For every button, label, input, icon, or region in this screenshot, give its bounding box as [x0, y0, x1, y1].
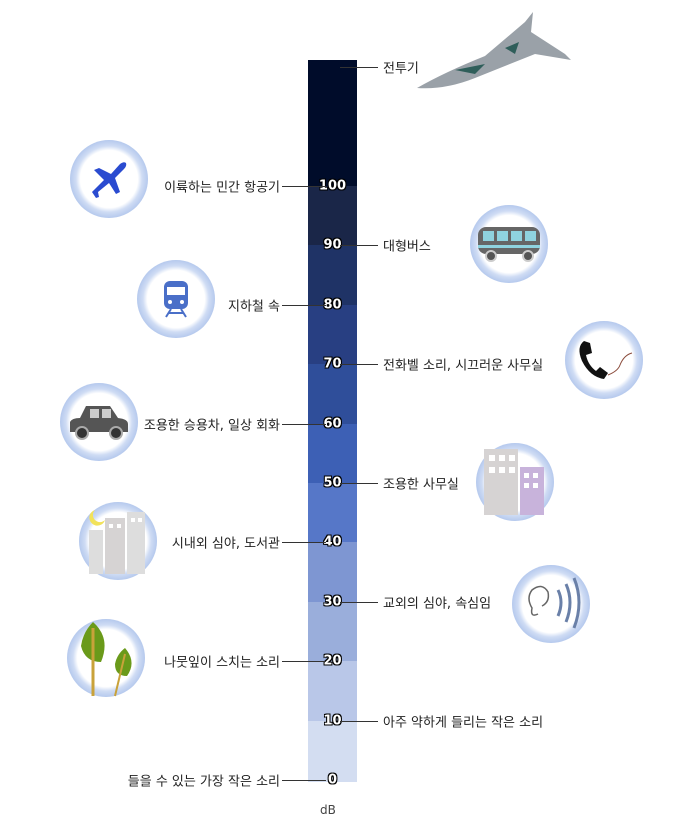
tick-label: 10 — [323, 713, 342, 729]
sound-source-label: 아주 약하게 들리는 작은 소리 — [383, 715, 544, 731]
leader-line — [340, 67, 378, 69]
tick-label: 100 — [318, 178, 347, 194]
scale-band — [308, 661, 357, 721]
telephone-icon — [565, 321, 643, 399]
sound-source-label: 시내외 심야, 도서관 — [171, 536, 280, 552]
scale-band — [308, 60, 357, 186]
leader-line — [282, 542, 326, 544]
tick-label: 30 — [323, 594, 342, 610]
sound-source-label: 전투기 — [383, 61, 419, 77]
scale-band — [308, 720, 357, 782]
scale-band — [308, 423, 357, 483]
scale-band — [308, 601, 357, 662]
scale-band — [308, 304, 357, 365]
bus-icon — [470, 205, 548, 283]
sound-source-label: 교외의 심야, 속심임 — [383, 596, 492, 612]
leader-line — [282, 186, 326, 187]
tick-label: 0 — [327, 772, 338, 788]
tick-label: 50 — [323, 475, 342, 491]
leader-line — [282, 304, 326, 306]
subway-train-icon — [137, 260, 215, 338]
leader-line — [282, 423, 326, 425]
leader-line — [282, 661, 326, 663]
leader-line — [340, 601, 378, 603]
office-building-icon — [476, 443, 554, 521]
scale-band — [308, 364, 357, 424]
leader-line — [340, 483, 378, 484]
tick-label: 60 — [323, 416, 342, 432]
airplane-icon — [70, 140, 148, 218]
sound-source-label: 이륙하는 민간 항공기 — [164, 180, 280, 196]
scale-band — [308, 245, 357, 305]
ear-icon — [512, 565, 590, 643]
tick-label: 90 — [323, 237, 342, 253]
scale-band — [308, 542, 357, 602]
fighter-jet-icon — [415, 8, 575, 98]
tick-label: 80 — [323, 297, 342, 313]
scale-band — [308, 186, 357, 246]
sound-source-label: 지하철 속 — [228, 299, 280, 315]
decibel-scale-bar — [308, 60, 357, 782]
sound-source-label: 조용한 승용차, 일상 회화 — [143, 418, 280, 434]
sound-source-label: 전화벨 소리, 시끄러운 사무실 — [383, 358, 544, 374]
leader-line — [282, 780, 326, 781]
night-city-icon — [79, 502, 157, 580]
leader-line — [340, 364, 378, 366]
leader-line — [340, 245, 378, 247]
sound-source-label: 들을 수 있는 가장 작은 소리 — [127, 774, 280, 790]
tick-label: 70 — [323, 356, 342, 372]
leaves-icon — [67, 619, 145, 697]
tick-label: 40 — [323, 534, 342, 550]
tick-label: 20 — [323, 653, 342, 669]
scale-band — [308, 483, 357, 543]
unit-label: dB — [320, 803, 336, 817]
sound-source-label: 나뭇잎이 스치는 소리 — [164, 655, 280, 671]
car-icon — [60, 383, 138, 461]
sound-source-label: 조용한 사무실 — [383, 477, 459, 493]
leader-line — [340, 720, 378, 722]
sound-source-label: 대형버스 — [383, 239, 431, 255]
